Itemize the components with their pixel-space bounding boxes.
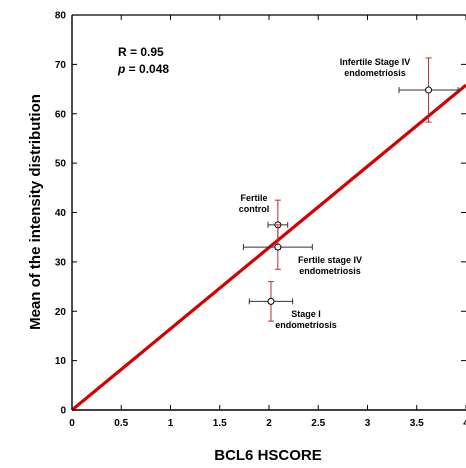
- r-value-text: R = 0.95: [118, 45, 164, 59]
- annotation-layer: Infertile Stage IVendometriosisFertileco…: [239, 57, 411, 330]
- x-tick-label: 1.5: [213, 418, 227, 429]
- y-tick-label: 10: [55, 356, 67, 367]
- point-annotation: Fertile: [240, 193, 267, 203]
- y-tick-label: 60: [55, 109, 67, 120]
- data-point: [274, 243, 282, 251]
- p-value-text: p = 0.048: [117, 62, 169, 76]
- y-tick-label: 0: [60, 406, 66, 417]
- y-axis-label: Mean of the intensity distribution: [27, 94, 44, 330]
- point-annotation: Infertile Stage IV: [340, 57, 411, 67]
- data-point-layer: [242, 57, 459, 322]
- point-annotation: control: [239, 204, 270, 214]
- p-value: = 0.048: [125, 62, 169, 76]
- y-tick-label: 40: [55, 208, 67, 219]
- x-tick-label: 4: [463, 418, 466, 429]
- p-symbol: p: [117, 62, 125, 76]
- point-annotation: Stage I: [291, 309, 321, 319]
- x-tick-label: 0.5: [114, 418, 128, 429]
- data-point: [267, 297, 275, 305]
- y-tick-label: 30: [55, 257, 67, 268]
- point-annotation: endometriosis: [275, 320, 337, 330]
- y-tick-label: 70: [55, 60, 67, 71]
- x-tick-label: 1: [168, 418, 174, 429]
- data-point: [425, 86, 433, 94]
- x-tick-label: 2.5: [311, 418, 325, 429]
- x-tick-label: 3.5: [410, 418, 424, 429]
- point-annotation: Fertile stage IV: [298, 255, 362, 265]
- x-tick-label: 3: [365, 418, 371, 429]
- x-tick-label: 2: [266, 418, 272, 429]
- point-annotation: endometriosis: [344, 68, 406, 78]
- x-tick-label: 0: [69, 418, 75, 429]
- y-tick-label: 80: [55, 11, 67, 22]
- y-tick-label: 20: [55, 307, 67, 318]
- y-tick-label: 50: [55, 159, 67, 170]
- point-annotation: endometriosis: [299, 266, 361, 276]
- tick-layer: 0 10 20 30 40 50 60 70 80 0 0.5 1 1.5 2 2.5 3 3.5 4: [55, 11, 466, 429]
- x-axis-label: BCL6 HSCORE: [214, 447, 322, 464]
